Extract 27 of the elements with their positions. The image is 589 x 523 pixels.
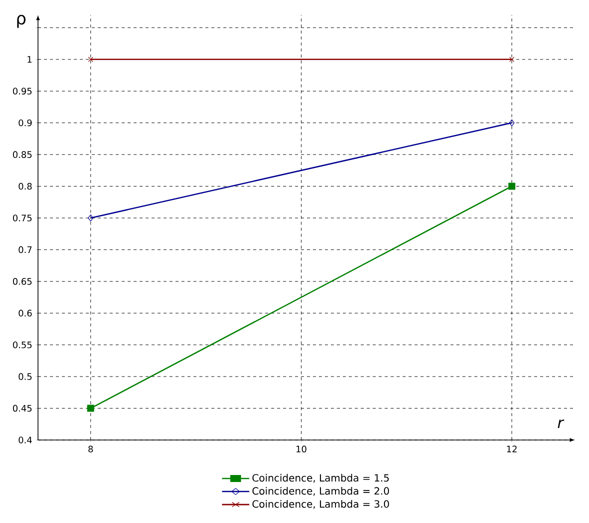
legend-label: Coincidence, Lambda = 1.5 [252, 474, 389, 483]
y-tick-label: 0.7 [18, 246, 32, 254]
y-tick-label: 0.8 [18, 182, 32, 190]
y-tick-label: 0.95 [12, 88, 32, 95]
y-tick-label: 0.4 [18, 436, 32, 444]
x-axis-title: r [558, 420, 564, 428]
y-tick-label: 0.85 [12, 151, 32, 158]
y-tick-label: 0.75 [12, 214, 32, 222]
point [508, 182, 516, 190]
x-tick-label: 12 [507, 446, 517, 452]
legend-label: Coincidence, Lambda = 3.0 [252, 500, 389, 509]
y-tick-label: 0.65 [12, 278, 32, 285]
y-tick-label: 0.55 [12, 341, 32, 348]
point [509, 119, 515, 126]
y-tick-label: 0.5 [18, 373, 32, 380]
point [88, 56, 94, 62]
point [87, 404, 94, 412]
y-tick-label: 0.9 [18, 119, 32, 126]
x-tick-label: 8 [88, 446, 93, 452]
y-axis-title: ρ [17, 14, 26, 28]
x-tick-label: 10 [296, 446, 306, 452]
y-tick-label: 0.45 [12, 404, 32, 412]
y-tick-label: 0.6 [18, 310, 32, 317]
y-tick-label: 1 [28, 56, 32, 63]
point [509, 56, 514, 62]
legend-label: Coincidence, Lambda = 2.0 [252, 486, 389, 496]
point [88, 214, 94, 222]
